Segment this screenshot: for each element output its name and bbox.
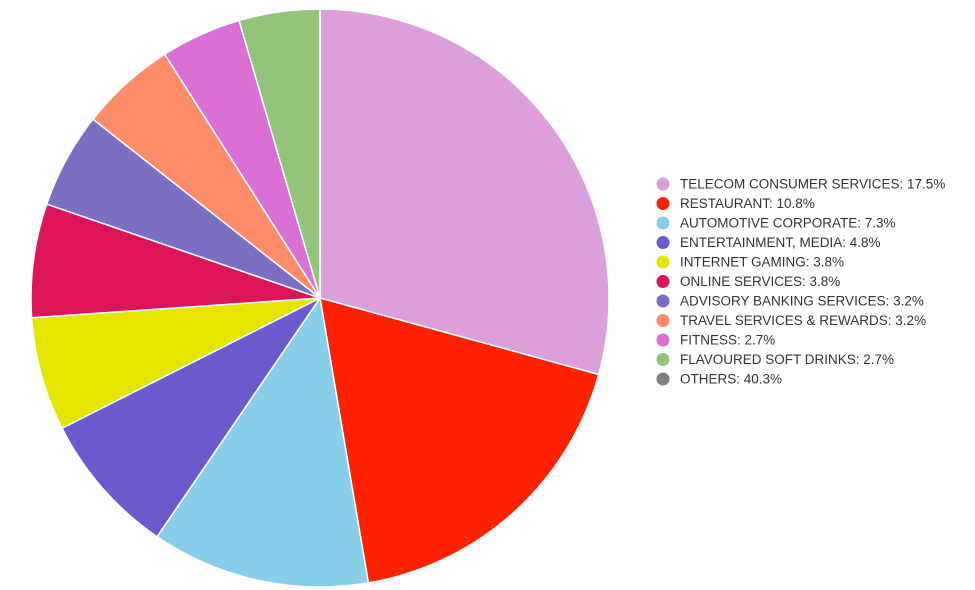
legend-swatch — [656, 275, 670, 288]
legend-swatch — [656, 177, 670, 191]
pie-slice — [30, 203, 321, 319]
legend-label: ADVISORY BANKING SERVICES: 3.2% — [680, 294, 924, 309]
legend-label: RESTAURANT: 10.8% — [680, 196, 815, 211]
legend-label: INTERNET GAMING: 3.8% — [680, 255, 844, 270]
pie-slice — [319, 296, 600, 584]
pie-slice — [238, 8, 321, 299]
legend-swatch — [656, 216, 670, 230]
legend-swatch — [656, 294, 670, 308]
pie-slice — [156, 296, 370, 588]
legend-label: FITNESS: 2.7% — [680, 333, 775, 348]
legend-label: OTHERS: 40.3% — [680, 372, 782, 387]
legend-swatch — [656, 333, 670, 347]
pie-slice — [30, 297, 321, 430]
legend-label: ENTERTAINMENT, MEDIA: 4.8% — [680, 235, 881, 250]
legend-swatch — [656, 372, 670, 386]
legend-swatch — [656, 197, 670, 210]
legend-label: TRAVEL SERVICES & REWARDS: 3.2% — [680, 313, 926, 328]
legend-swatch — [656, 353, 670, 366]
legend-label: ONLINE SERVICES: 3.8% — [680, 274, 840, 289]
pie-slice — [61, 297, 321, 538]
legend-swatch — [656, 255, 670, 269]
pie-slice — [319, 8, 610, 376]
legend-label: TELECOM CONSUMER SERVICES: 17.5% — [680, 177, 945, 192]
legend-label: FLAVOURED SOFT DRINKS: 2.7% — [680, 352, 894, 367]
legend-swatch — [656, 236, 670, 249]
legend-swatch — [656, 314, 670, 327]
legend-label: AUTOMOTIVE CORPORATE: 7.3% — [680, 216, 896, 231]
